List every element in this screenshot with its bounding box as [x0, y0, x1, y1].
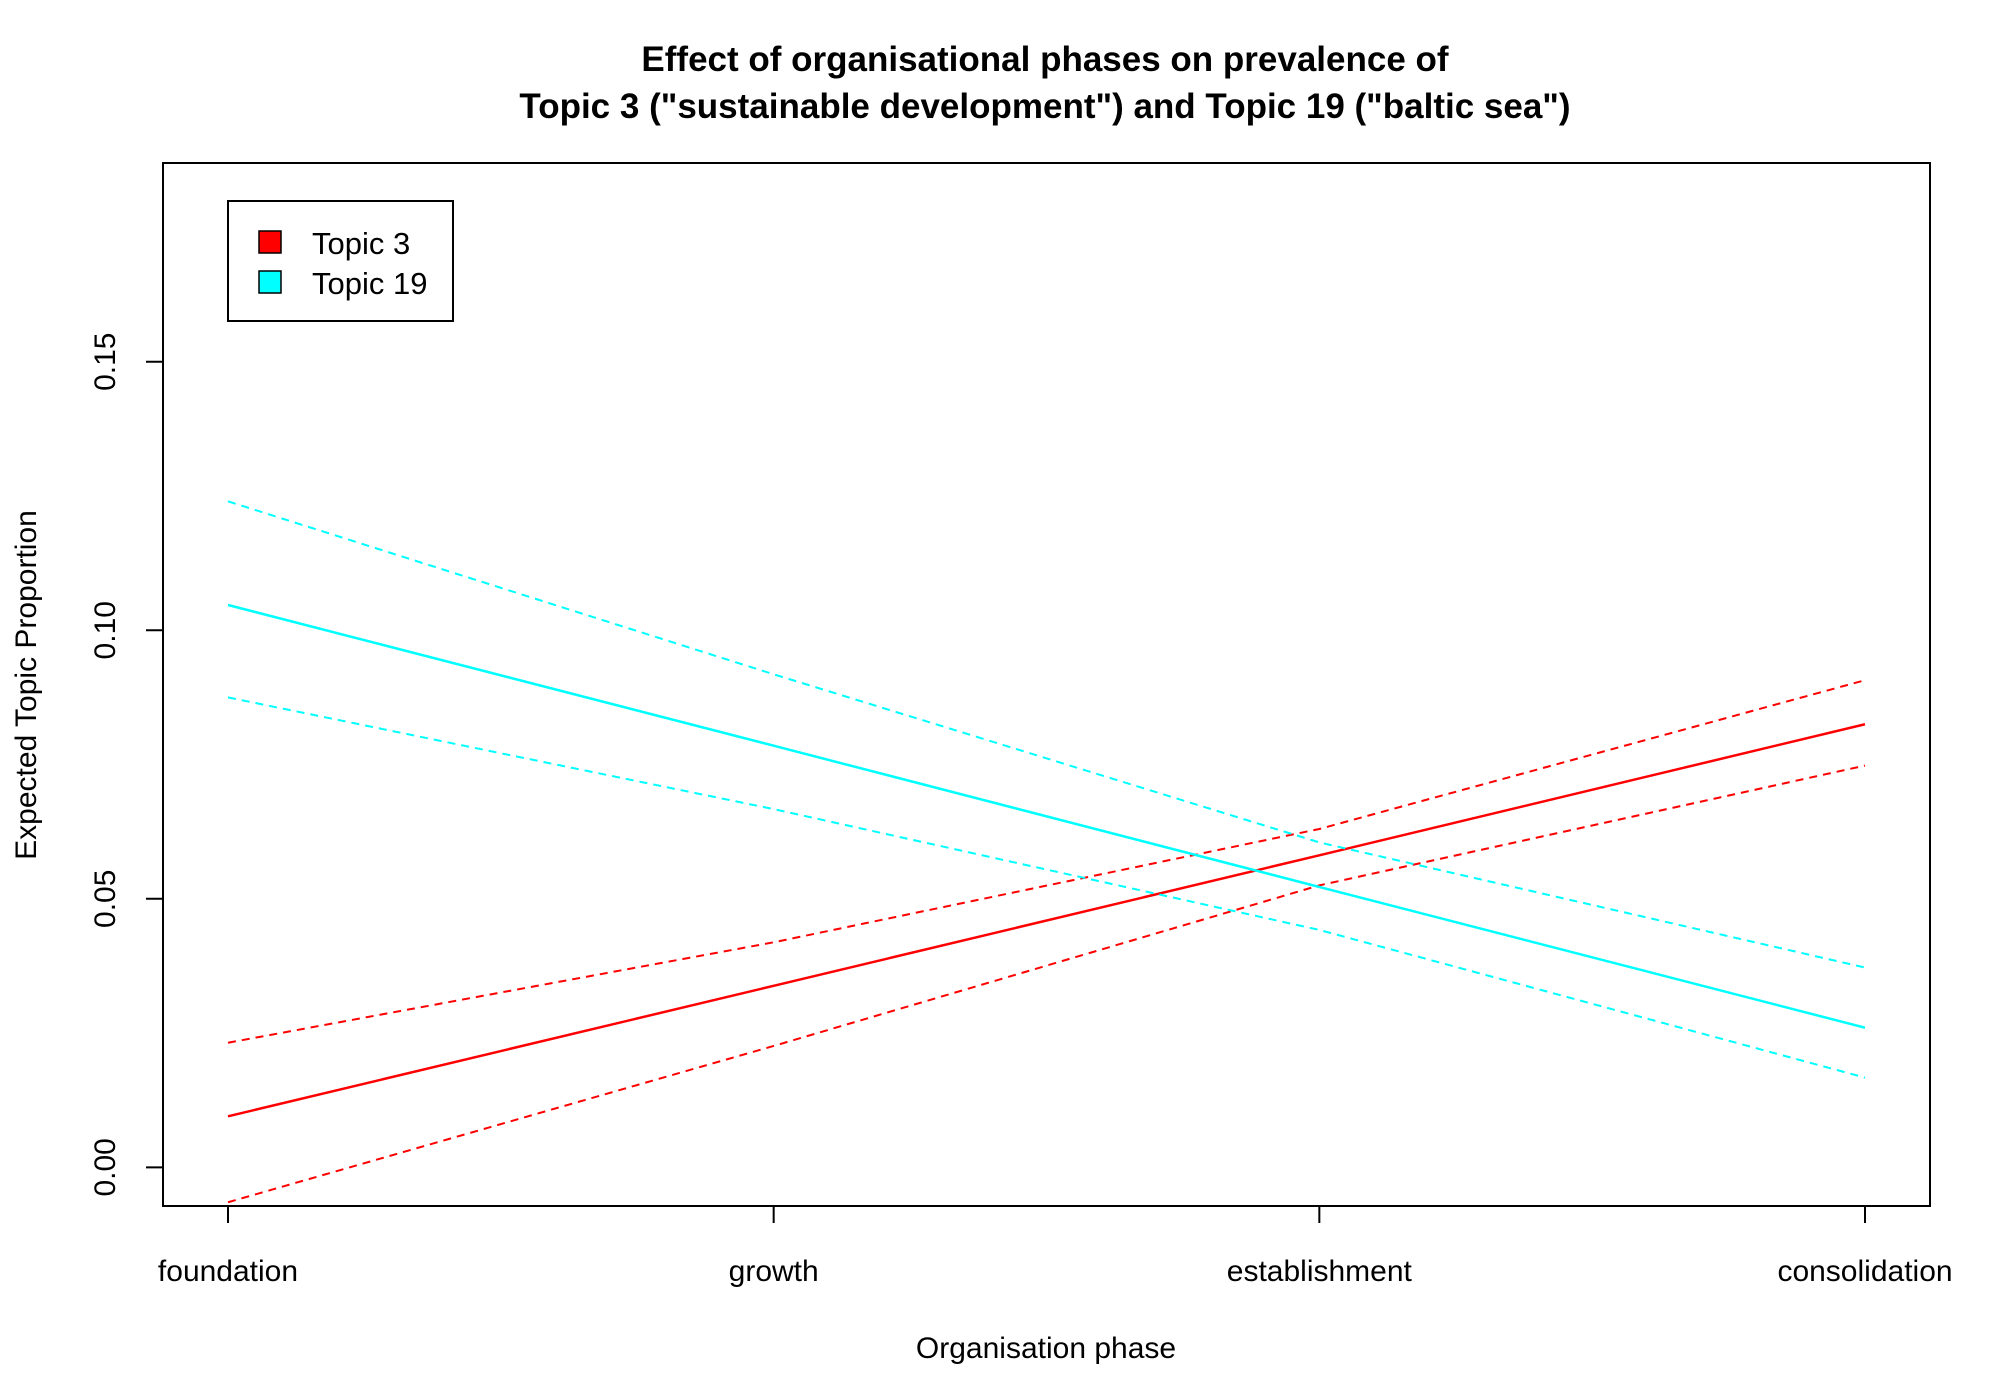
y-tick-label: 0.10 [89, 601, 122, 659]
x-axis-label: Organisation phase [916, 1332, 1176, 1365]
chart-title-line-2: Topic 3 ("sustainable development") and … [519, 87, 1570, 126]
legend-label-topic-19: Topic 19 [312, 266, 427, 301]
x-tick-label: consolidation [1777, 1255, 1952, 1288]
series-line-topic-3-ci-lower [227, 764, 1866, 1204]
legend-label-topic-3: Topic 3 [312, 226, 410, 261]
series-line-topic-19-ci-lower [227, 696, 1866, 1079]
x-tick-label: foundation [158, 1255, 298, 1288]
y-axis-label: Expected Topic Proportion [10, 510, 43, 860]
x-tick-label: growth [729, 1255, 819, 1288]
series-line-topic-3 [227, 723, 1866, 1118]
y-tick-label: 0.05 [89, 870, 122, 928]
legend-swatch-topic-3 [258, 230, 282, 254]
legend-box [227, 200, 454, 322]
y-tick-label: 0.00 [89, 1138, 122, 1196]
y-tick-label: 0.15 [89, 333, 122, 391]
plot-frame [162, 162, 1931, 1207]
series-line-topic-19 [227, 603, 1866, 1029]
legend-swatch-topic-19 [258, 270, 282, 294]
x-tick-label: establishment [1227, 1255, 1413, 1288]
y-axis: 0.00 0.05 0.10 0.15 [89, 333, 163, 1197]
legend: Topic 3 Topic 19 [227, 200, 454, 322]
x-axis: foundation growth establishment consolidati… [158, 1206, 1953, 1288]
series-line-topic-19-ci-upper [227, 500, 1866, 969]
chart-title-line-1: Effect of organisational phases on preva… [641, 40, 1448, 79]
series-line-topic-3-ci-upper [227, 679, 1866, 1044]
series-layer [227, 500, 1866, 1204]
